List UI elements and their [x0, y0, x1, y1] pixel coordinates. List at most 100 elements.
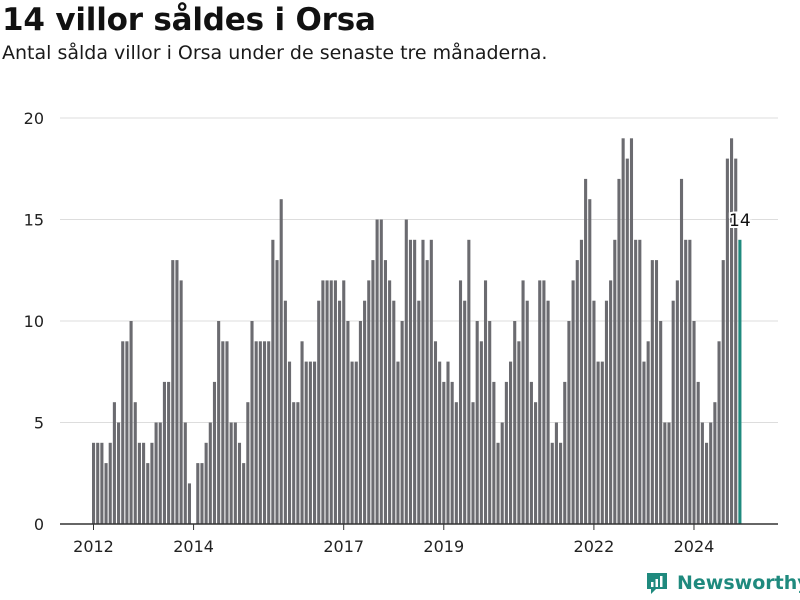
- bar: [525, 300, 529, 524]
- bar: [721, 260, 725, 524]
- bar: [229, 422, 233, 524]
- bar: [117, 422, 121, 524]
- bar: [204, 442, 208, 524]
- bar: [483, 280, 488, 524]
- bar: [296, 402, 300, 524]
- bar: [400, 321, 404, 524]
- bar: [646, 341, 650, 524]
- bar: [363, 300, 367, 524]
- bar: [704, 442, 709, 524]
- bar: [408, 239, 413, 525]
- bar: [237, 442, 242, 524]
- bar: [300, 341, 304, 524]
- y-tick-label: 0: [34, 515, 44, 534]
- bar: [492, 381, 496, 524]
- bar: [442, 381, 446, 524]
- bar: [262, 341, 267, 524]
- bar: [142, 442, 146, 524]
- bar: [550, 442, 554, 524]
- bar: [613, 239, 617, 525]
- bar: [596, 361, 600, 524]
- bar: [488, 321, 492, 524]
- bar: [475, 321, 479, 524]
- bar: [371, 260, 375, 524]
- bar: [621, 138, 625, 525]
- bar: [579, 239, 583, 525]
- y-tick-label: 20: [24, 109, 44, 128]
- bar: [346, 321, 350, 524]
- bar: [584, 178, 588, 524]
- bar: [254, 341, 258, 524]
- bar: [429, 239, 433, 525]
- bar: [634, 239, 638, 525]
- y-tick-label: 15: [24, 211, 44, 230]
- bar: [675, 280, 679, 524]
- bar: [454, 402, 458, 524]
- bar: [383, 260, 387, 524]
- bar: [212, 381, 217, 524]
- bar: [688, 239, 692, 525]
- bar: [154, 422, 158, 524]
- bar: [696, 381, 700, 524]
- bar: [538, 280, 542, 524]
- bar: [571, 280, 575, 524]
- bar: [421, 239, 425, 525]
- bar: [258, 341, 262, 524]
- bar: [654, 260, 659, 524]
- bar: [158, 422, 162, 524]
- bar: [713, 402, 717, 524]
- bar: [659, 321, 663, 524]
- bar: [417, 300, 421, 524]
- bar: [162, 381, 166, 524]
- bar: [133, 402, 137, 524]
- bar: [221, 341, 225, 524]
- bar: [217, 321, 221, 524]
- bar: [458, 280, 463, 524]
- bar: [446, 361, 450, 524]
- y-tick-label: 5: [34, 414, 44, 433]
- bar: [504, 381, 508, 524]
- bar: [663, 422, 667, 524]
- bar: [600, 361, 604, 524]
- bar: [96, 442, 100, 524]
- bar: [208, 422, 212, 524]
- bar: [271, 239, 275, 525]
- bar: [479, 341, 483, 524]
- bar: [112, 402, 116, 524]
- bar: [684, 239, 688, 525]
- newsworthy-logo-icon: [647, 573, 667, 594]
- bar: [563, 381, 567, 524]
- bar: [167, 381, 171, 524]
- bar: [404, 219, 408, 524]
- bar: [467, 239, 471, 525]
- bar: [283, 300, 287, 524]
- bar: [609, 280, 613, 524]
- bar: [338, 300, 342, 524]
- x-tick-label: 2019: [423, 537, 464, 556]
- bar: [438, 361, 442, 524]
- bar: [425, 260, 429, 524]
- bar: [171, 260, 175, 524]
- bar: [179, 280, 183, 524]
- bar: [242, 463, 246, 524]
- bar: [725, 158, 729, 524]
- bar: [592, 300, 596, 524]
- bar: [529, 381, 533, 524]
- bar: [388, 280, 392, 524]
- bar: [667, 422, 671, 524]
- bar: [554, 422, 558, 524]
- bar: [717, 341, 721, 524]
- bar: [433, 341, 438, 524]
- bar: [196, 463, 200, 524]
- bar: [350, 361, 354, 524]
- bar: [233, 422, 237, 524]
- bar: [279, 199, 283, 524]
- bar: [108, 442, 112, 524]
- bar: [625, 158, 629, 524]
- bar: [187, 483, 192, 524]
- bar: [567, 321, 571, 524]
- bar: [496, 442, 500, 524]
- bar: [183, 422, 187, 524]
- x-tick-label: 2014: [173, 537, 214, 556]
- newsworthy-logo: Newsworthy: [645, 570, 800, 596]
